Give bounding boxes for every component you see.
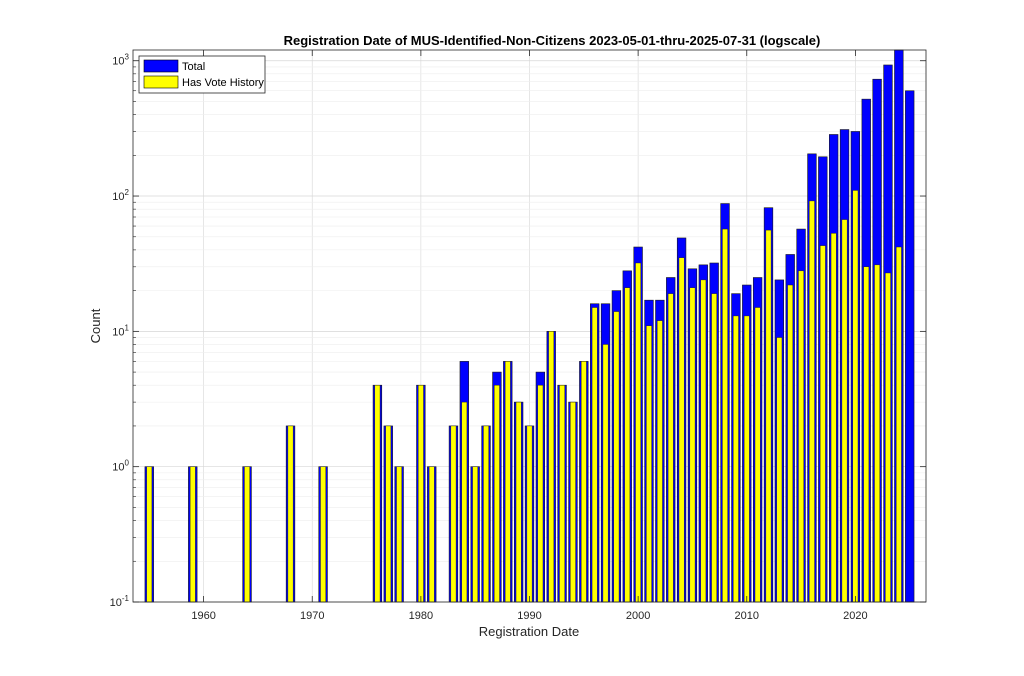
y-axis-title: Count — [88, 308, 103, 343]
vote-history-bar — [396, 466, 402, 603]
vote-history-bar — [776, 337, 783, 603]
legend-label-total: Total — [182, 61, 205, 73]
x-tick-label: 1980 — [409, 610, 433, 622]
chart-title: Registration Date of MUS-Identified-Non-… — [284, 33, 821, 48]
vote-history-bar — [244, 466, 250, 603]
vote-history-bar — [526, 425, 533, 603]
vote-history-bar — [863, 266, 870, 603]
vote-history-bar — [418, 385, 424, 603]
legend-swatch-total — [143, 59, 179, 73]
vote-history-bar — [374, 385, 381, 603]
vote-history-bar — [494, 385, 500, 603]
vote-history-bar — [765, 229, 772, 603]
vote-history-bar — [874, 264, 880, 603]
x-tick-label: 1970 — [300, 610, 324, 622]
vote-history-bar — [754, 307, 761, 603]
vote-history-bar — [581, 361, 587, 603]
vote-history-bar — [548, 331, 555, 603]
x-tick-label: 2010 — [735, 610, 759, 622]
vote-history-bar — [635, 262, 641, 603]
vote-history-bar — [733, 315, 739, 603]
vote-history-bar — [320, 466, 326, 603]
vote-history-bar — [896, 246, 902, 603]
vote-history-bar — [591, 307, 598, 603]
vote-history-bar — [624, 287, 631, 603]
x-tick-label: 2020 — [843, 610, 867, 622]
vote-history-bar — [667, 293, 674, 603]
total-bar — [905, 90, 915, 603]
vote-history-bar — [722, 228, 728, 603]
vote-history-bar — [809, 200, 815, 603]
vote-history-bar — [819, 245, 826, 603]
y-tick-label: 102 — [112, 188, 129, 203]
vote-history-bar — [743, 315, 750, 603]
vote-history-bar — [515, 401, 522, 603]
vote-history-bar — [504, 361, 511, 603]
vote-history-bar — [613, 311, 620, 603]
x-tick-label: 1990 — [517, 610, 541, 622]
x-axis-title: Registration Date — [479, 624, 579, 639]
vote-history-bar — [852, 190, 859, 603]
y-tick-label: 10-1 — [110, 594, 130, 609]
vote-history-bar — [559, 385, 565, 603]
vote-history-bar — [787, 284, 794, 603]
y-tick-labels: 10-1 100 101 102 103 — [110, 53, 130, 609]
vote-history-bar — [570, 401, 576, 603]
vote-history-bar — [646, 325, 652, 603]
vote-history-bar — [602, 344, 609, 603]
vote-history-bar — [711, 293, 717, 603]
x-tick-labels: 1960 1970 1980 1990 2000 2010 2020 — [191, 610, 867, 622]
vote-history-bar — [287, 425, 294, 603]
vote-history-bar — [830, 233, 837, 603]
vote-history-bar — [885, 272, 891, 603]
vote-history-bar — [428, 466, 435, 603]
vote-history-bar — [689, 287, 696, 603]
vote-history-bar — [450, 425, 457, 603]
vote-history-bar — [146, 466, 153, 603]
y-tick-label: 100 — [112, 459, 129, 474]
vote-history-bar — [798, 270, 804, 603]
axis-ticks — [133, 50, 926, 603]
vote-history-bar — [483, 425, 489, 603]
vote-history-bar — [537, 385, 544, 603]
vote-history-bar — [657, 320, 663, 603]
vote-history-bar — [678, 257, 685, 603]
vote-history-bar — [700, 279, 707, 603]
vote-history-bars — [146, 190, 902, 603]
vote-history-bar — [841, 219, 848, 603]
vote-history-bar — [461, 401, 468, 603]
y-tick-label: 103 — [112, 53, 129, 68]
vote-history-bar — [189, 466, 196, 603]
legend-swatch-vote-history — [143, 75, 179, 89]
x-tick-label: 1960 — [191, 610, 215, 622]
y-tick-label: 101 — [112, 323, 129, 338]
x-tick-label: 2000 — [626, 610, 650, 622]
legend-label-vote-history: Has Vote History — [182, 77, 264, 89]
legend: Total Has Vote History — [138, 55, 266, 94]
vote-history-bar — [385, 425, 392, 603]
vote-history-bar — [472, 466, 478, 603]
